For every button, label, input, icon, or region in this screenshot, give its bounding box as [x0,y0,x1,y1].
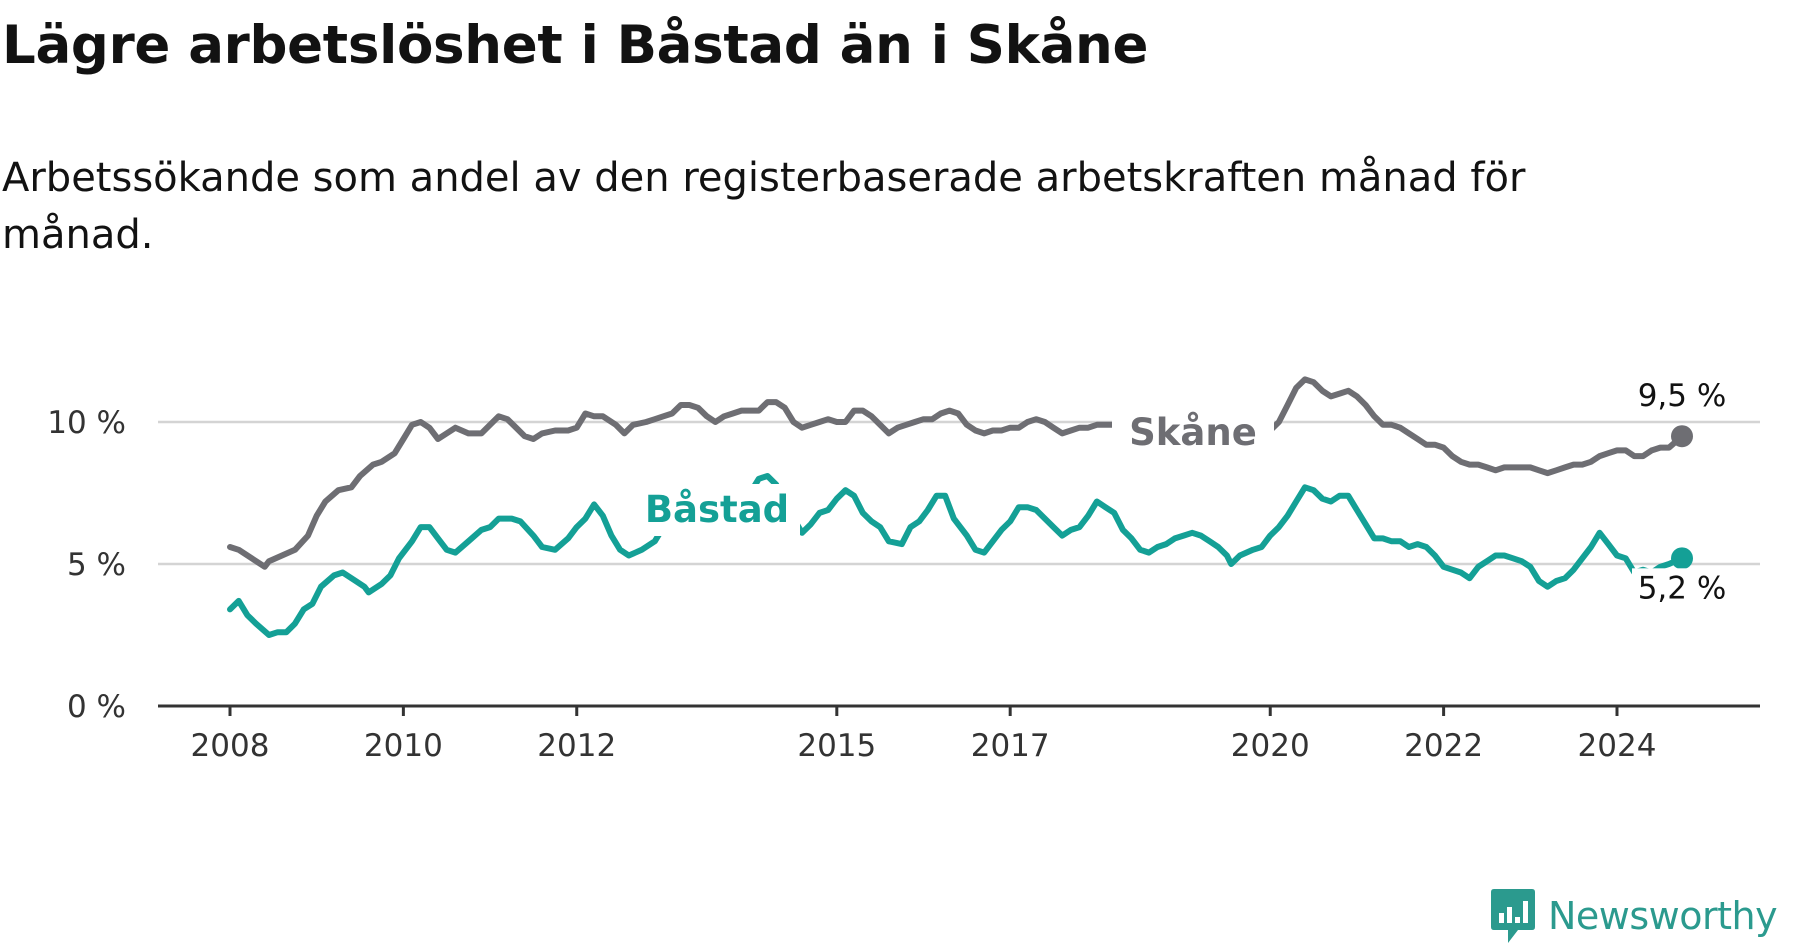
x-tick-label: 2024 [1578,728,1657,764]
label-background [1632,568,1736,609]
chart-title: Lägre arbetslöshet i Båstad än i Skåne [2,15,1149,76]
y-tick-label: 10 % [47,405,126,441]
series-line-skane [227,376,1685,570]
brand-name: Newsworthy [1548,894,1778,938]
axes: 0 % 5 % 10 % 2008 2010 2012 2015 2017 2020 2022 20… [47,405,1760,764]
newsworthy-logo-icon [1491,889,1535,943]
label-background [640,484,800,536]
newsworthy-brand: Newsworthy [1490,887,1778,945]
x-tick-label: 2020 [1231,728,1310,764]
x-tick-label: 2010 [364,728,443,764]
y-tick-label: 5 % [67,547,126,583]
series-line-bastad [227,473,1685,638]
series-name-label: Båstad [645,488,789,531]
x-tick-label: 2012 [537,728,616,764]
series-end-value-label: 9,5 % [1638,378,1727,414]
x-tick-label: 2008 [191,728,270,764]
series-end-point [1671,425,1693,448]
label-background [1112,394,1274,452]
x-tick-label: 2022 [1404,728,1483,764]
y-tick-label: 0 % [67,689,126,725]
series-labels: Skåne Båstad 9,5 % 5,2 % [640,378,1736,609]
series-end-point [1671,547,1693,570]
series-lines [227,376,1693,638]
x-tick-label: 2017 [971,728,1050,764]
series-name-label: Skåne [1129,411,1257,454]
x-tick-label: 2015 [797,728,876,764]
series-end-value-label: 5,2 % [1638,570,1727,606]
chart-subtitle: Arbetssökande som andel av den registerb… [2,155,1526,258]
